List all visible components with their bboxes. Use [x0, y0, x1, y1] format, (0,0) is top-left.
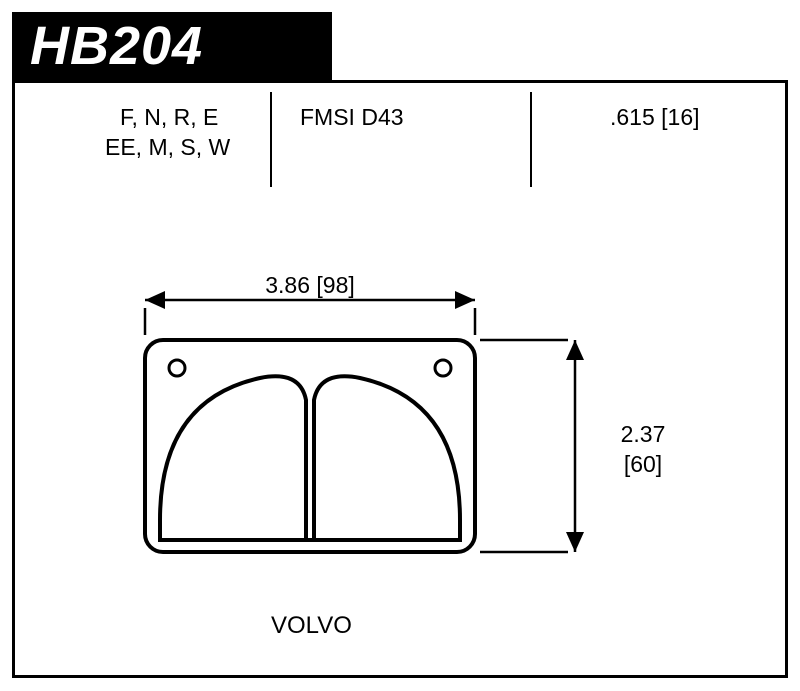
brake-pad-outline	[145, 340, 475, 552]
friction-lobe-right	[314, 376, 460, 540]
width-dimension-arrow	[145, 291, 475, 335]
technical-drawing	[0, 0, 800, 691]
mounting-hole-left	[169, 360, 185, 376]
friction-lobe-left	[160, 376, 306, 540]
height-dimension-arrow	[480, 340, 584, 552]
mounting-hole-right	[435, 360, 451, 376]
